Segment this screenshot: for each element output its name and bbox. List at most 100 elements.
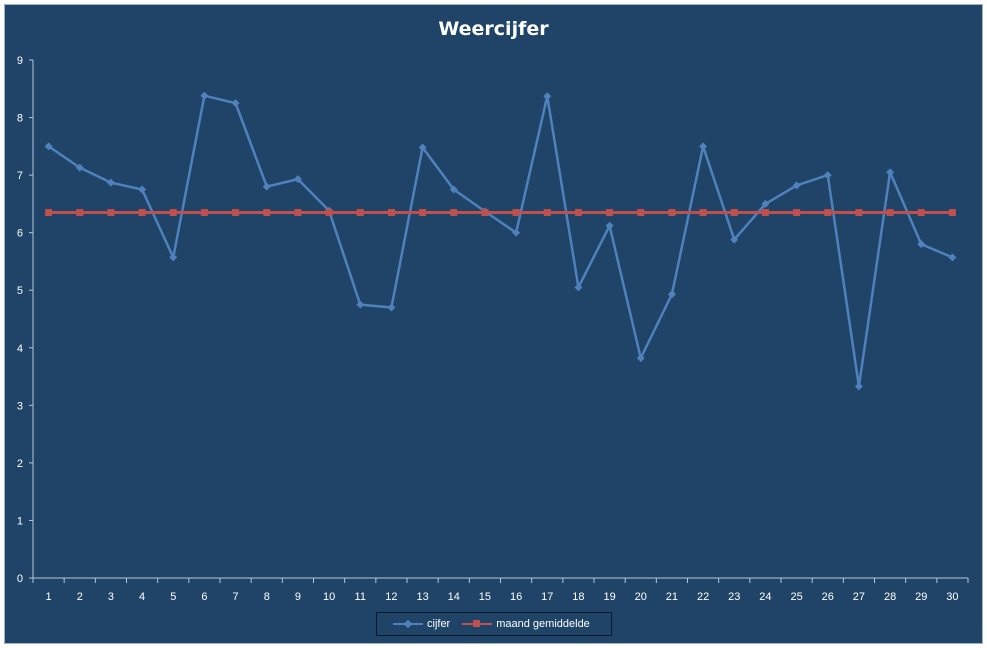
- data-point-cijfer: [823, 171, 832, 180]
- data-point-cijfer: [886, 168, 895, 177]
- data-point-cijfer: [449, 185, 458, 194]
- data-point-maand-gemiddelde: [356, 209, 364, 217]
- data-point-cijfer: [512, 228, 521, 237]
- y-tick-label: 3: [17, 400, 23, 412]
- legend-swatch-cijfer: [393, 619, 423, 629]
- x-tick-label: 17: [541, 591, 553, 603]
- data-point-cijfer: [169, 253, 178, 262]
- x-tick-label: 5: [170, 591, 176, 603]
- x-tick-label: 23: [728, 591, 740, 603]
- data-point-cijfer: [293, 175, 302, 184]
- data-point-cijfer: [917, 240, 926, 249]
- diamond-marker-icon: [403, 619, 413, 629]
- x-tick-label: 4: [139, 591, 145, 603]
- y-tick-label: 2: [17, 458, 23, 470]
- series-layer: [44, 91, 957, 391]
- data-point-maand-gemiddelde: [263, 209, 271, 217]
- data-point-cijfer: [761, 199, 770, 208]
- x-tick-label: 2: [77, 591, 83, 603]
- data-point-maand-gemiddelde: [574, 209, 582, 217]
- data-point-maand-gemiddelde: [917, 209, 925, 217]
- x-tick-label: 6: [201, 591, 207, 603]
- data-point-cijfer: [699, 142, 708, 151]
- x-tick-label: 14: [448, 591, 460, 603]
- data-point-maand-gemiddelde: [169, 209, 177, 217]
- y-tick-label: 8: [17, 113, 23, 125]
- x-tick-label: 18: [572, 591, 584, 603]
- y-tick-label: 4: [17, 343, 23, 355]
- x-tick-label: 25: [790, 591, 802, 603]
- legend-swatch-maand-gemiddelde: [462, 620, 493, 627]
- data-point-cijfer: [667, 290, 676, 299]
- data-point-maand-gemiddelde: [761, 209, 769, 217]
- data-point-cijfer: [543, 92, 552, 101]
- x-tick-label: 13: [416, 591, 428, 603]
- x-tick-label: 8: [264, 591, 270, 603]
- y-tick-label: 6: [17, 228, 23, 240]
- data-point-maand-gemiddelde: [948, 209, 956, 217]
- x-tick-label: 22: [697, 591, 709, 603]
- data-point-maand-gemiddelde: [886, 209, 894, 217]
- chart-title: Weercijfer: [438, 18, 549, 40]
- x-tick-label: 12: [385, 591, 397, 603]
- data-point-maand-gemiddelde: [730, 209, 738, 217]
- x-tick-label: 16: [510, 591, 522, 603]
- data-point-cijfer: [574, 283, 583, 292]
- y-tick-label: 7: [17, 170, 23, 182]
- x-tick-label: 1: [46, 591, 52, 603]
- x-tick-label: 7: [233, 591, 239, 603]
- legend-item-maand-gemiddelde: maand gemiddelde: [462, 618, 590, 630]
- data-point-cijfer: [106, 178, 115, 187]
- x-tick-label: 29: [915, 591, 927, 603]
- data-point-cijfer: [356, 300, 365, 309]
- y-tick-label: 5: [17, 285, 23, 297]
- data-point-maand-gemiddelde: [76, 209, 84, 217]
- x-tick-label: 3: [108, 591, 114, 603]
- data-point-maand-gemiddelde: [45, 209, 53, 217]
- data-point-cijfer: [387, 303, 396, 312]
- data-point-cijfer: [231, 99, 240, 108]
- legend-label-cijfer: cijfer: [427, 618, 451, 630]
- data-point-maand-gemiddelde: [668, 209, 676, 217]
- x-tick-label: 24: [759, 591, 771, 603]
- data-point-maand-gemiddelde: [855, 209, 863, 217]
- x-tick-label: 26: [822, 591, 834, 603]
- x-tick-label: 9: [295, 591, 301, 603]
- data-point-maand-gemiddelde: [419, 209, 427, 217]
- data-point-maand-gemiddelde: [138, 209, 146, 217]
- data-point-cijfer: [792, 181, 801, 190]
- data-point-cijfer: [200, 91, 209, 100]
- data-point-maand-gemiddelde: [200, 209, 208, 217]
- data-point-maand-gemiddelde: [824, 209, 832, 217]
- data-point-maand-gemiddelde: [325, 209, 333, 217]
- data-point-cijfer: [636, 354, 645, 363]
- data-point-cijfer: [730, 235, 739, 244]
- x-tick-label: 27: [853, 591, 865, 603]
- data-point-maand-gemiddelde: [107, 209, 115, 217]
- x-tick-label: 15: [479, 591, 491, 603]
- x-tick-label: 21: [666, 591, 678, 603]
- chart-frame: [4, 4, 983, 644]
- x-tick-label: 20: [635, 591, 647, 603]
- square-marker-icon: [473, 620, 481, 627]
- data-point-cijfer: [854, 382, 863, 391]
- y-tick-label: 9: [17, 55, 23, 67]
- x-tick-label: 28: [884, 591, 896, 603]
- data-point-cijfer: [138, 185, 147, 194]
- x-tick-label: 11: [355, 591, 366, 603]
- legend-label-maand-gemiddelde: maand gemiddelde: [496, 618, 590, 630]
- data-point-cijfer: [44, 142, 53, 151]
- x-tick-label: 19: [603, 591, 615, 603]
- data-point-maand-gemiddelde: [387, 209, 395, 217]
- y-tick-label: 0: [17, 573, 23, 585]
- data-point-cijfer: [948, 253, 957, 262]
- data-point-maand-gemiddelde: [793, 209, 801, 217]
- x-tick-label: 10: [323, 591, 335, 603]
- data-point-maand-gemiddelde: [481, 209, 489, 217]
- data-point-cijfer: [75, 163, 84, 172]
- data-point-maand-gemiddelde: [543, 209, 551, 217]
- data-point-maand-gemiddelde: [637, 209, 645, 217]
- data-point-maand-gemiddelde: [512, 209, 520, 217]
